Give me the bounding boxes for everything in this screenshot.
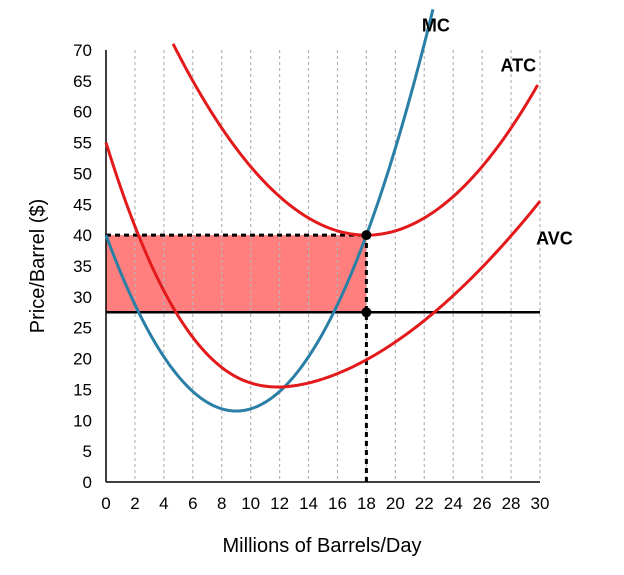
curve-labels: MC ATC AVC: [422, 15, 573, 248]
x-tick-label-28: 28: [502, 494, 521, 513]
y-tick-label-65: 65: [73, 72, 92, 91]
curve-mc: [104, 9, 435, 413]
shaded-loss-region-layer: [106, 235, 367, 313]
x-tick-label-4: 4: [159, 494, 168, 513]
curve-label-mc: MC: [422, 15, 450, 35]
x-tick-label-24: 24: [444, 494, 463, 513]
shaded-region: [106, 235, 367, 313]
x-tick-label-20: 20: [386, 494, 405, 513]
x-tick-label-26: 26: [473, 494, 492, 513]
y-tick-label-15: 15: [73, 380, 92, 399]
axes: [105, 50, 540, 483]
x-tick-label-0: 0: [101, 494, 110, 513]
y-tick-label-55: 55: [73, 134, 92, 153]
x-tick-label-12: 12: [270, 494, 289, 513]
y-tick-label-60: 60: [73, 103, 92, 122]
y-tick-label-30: 30: [73, 288, 92, 307]
x-tick-label-6: 6: [188, 494, 197, 513]
x-tick-label-8: 8: [217, 494, 226, 513]
curve-avc: [104, 142, 542, 389]
y-tick-label-25: 25: [73, 319, 92, 338]
curve-label-atc: ATC: [500, 56, 536, 76]
marker-point-27.5: [361, 307, 372, 318]
x-tick-label-16: 16: [328, 494, 347, 513]
x-tick-label-10: 10: [241, 494, 260, 513]
curve-atc: [171, 43, 539, 237]
y-tick-label-20: 20: [73, 350, 92, 369]
x-axis-title: Millions of Barrels/Day: [223, 535, 422, 557]
curve-label-avc: AVC: [536, 228, 573, 248]
x-tick-label-2: 2: [130, 494, 139, 513]
reference-lines: [106, 233, 540, 482]
tick-labels: 0 2 4 6 8 10 12 14 16 18 20 22 24 26 28 300510152025303…: [73, 41, 549, 513]
x-tick-label-30: 30: [531, 494, 550, 513]
y-axis-title: Price/Barrel ($): [27, 199, 49, 333]
curves: [104, 9, 542, 413]
x-tick-label-22: 22: [415, 494, 434, 513]
y-tick-label-0: 0: [83, 473, 92, 492]
x-tick-label-14: 14: [299, 494, 318, 513]
y-tick-label-35: 35: [73, 257, 92, 276]
markers: [361, 230, 372, 318]
y-tick-label-10: 10: [73, 411, 92, 430]
y-tick-label-70: 70: [73, 41, 92, 60]
y-tick-label-40: 40: [73, 226, 92, 245]
y-tick-label-45: 45: [73, 195, 92, 214]
x-tick-label-18: 18: [357, 494, 376, 513]
marker-point-40: [361, 230, 372, 241]
y-tick-label-50: 50: [73, 164, 92, 183]
y-tick-label-5: 5: [83, 442, 92, 461]
